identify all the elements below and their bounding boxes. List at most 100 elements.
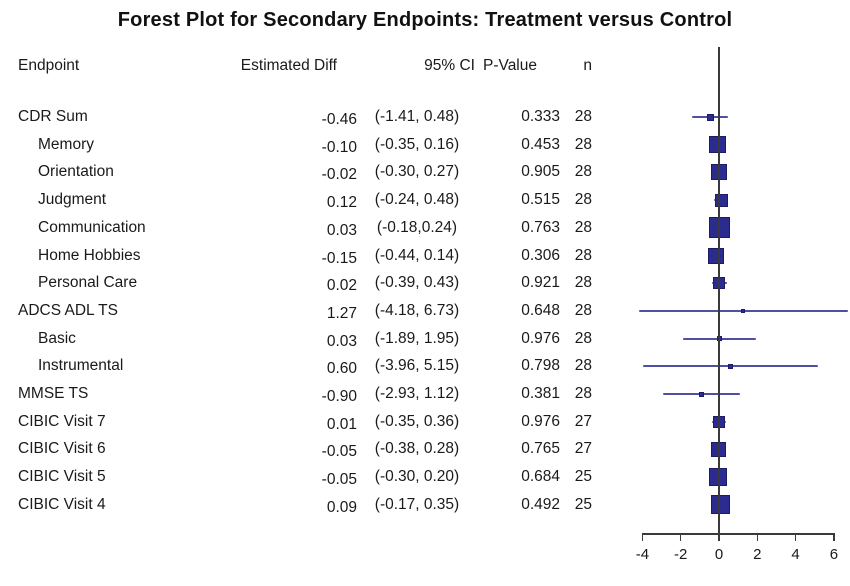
effect-marker — [706, 113, 714, 121]
column-header-pvalue: P-Value — [483, 57, 537, 74]
estimated-diff-value: -0.05 — [321, 471, 357, 489]
n-value: 28 — [574, 385, 592, 402]
chart-title: Forest Plot for Secondary Endpoints: Tre… — [117, 9, 733, 31]
pvalue-value: 0.976 — [521, 329, 560, 347]
effect-marker — [711, 495, 731, 515]
endpoint-label: CIBIC Visit 6 — [18, 440, 106, 458]
effect-marker — [699, 391, 705, 397]
x-axis-tick — [718, 533, 720, 541]
effect-marker — [708, 247, 725, 264]
effect-marker — [710, 441, 726, 457]
ci-value: (-1.41, 0.48) — [374, 108, 460, 125]
n-value: 28 — [574, 108, 592, 125]
pvalue-value: 0.648 — [521, 301, 560, 319]
ci-value: (-0.39, 0.43) — [374, 274, 460, 292]
n-value: 28 — [574, 329, 592, 347]
ci-value: (-0.35, 0.16) — [374, 135, 460, 153]
x-axis-tick-label: 2 — [753, 546, 762, 563]
endpoint-label: Basic — [38, 329, 76, 347]
pvalue-value: 0.798 — [521, 357, 560, 375]
estimated-diff-value: -0.90 — [321, 388, 357, 405]
estimated-diff-value: 0.03 — [326, 221, 357, 239]
ci-value: (-2.93, 1.12) — [374, 385, 460, 402]
x-axis-tick — [794, 533, 797, 541]
endpoint-label: Judgment — [38, 191, 107, 209]
ci-value: (-0.38, 0.28) — [374, 440, 460, 458]
x-axis-tick-label: -4 — [635, 546, 650, 563]
n-value: 28 — [574, 135, 592, 153]
endpoint-label: CDR Sum — [18, 108, 88, 125]
estimated-diff-value: -0.10 — [321, 138, 357, 156]
effect-marker — [708, 136, 726, 154]
n-value: 28 — [574, 301, 592, 319]
pvalue-value: 0.976 — [521, 412, 560, 430]
n-value: 25 — [574, 468, 592, 486]
ci-value: (-0.35, 0.36) — [374, 412, 460, 430]
n-value: 27 — [574, 412, 592, 430]
x-axis-tick-label: 6 — [829, 546, 839, 563]
column-header-n: n — [583, 57, 592, 74]
x-axis-tick — [641, 533, 644, 541]
n-value: 25 — [574, 495, 592, 513]
estimated-diff-value: 0.03 — [326, 332, 357, 350]
endpoint-label: Memory — [38, 135, 94, 153]
n-value: 28 — [574, 163, 592, 181]
x-axis-tick-label: 4 — [791, 546, 800, 563]
pvalue-value: 0.921 — [521, 274, 560, 292]
x-axis-tick — [756, 533, 759, 541]
pvalue-value: 0.515 — [521, 191, 560, 209]
n-value: 28 — [574, 218, 592, 236]
endpoint-label: Communication — [38, 218, 146, 236]
endpoint-label: CIBIC Visit 5 — [18, 468, 106, 486]
effect-marker — [709, 468, 728, 487]
ci-value: (-0.44, 0.14) — [374, 246, 460, 264]
column-header-endpoint: Endpoint — [18, 57, 80, 74]
ci-value: (-0.24, 0.48) — [374, 191, 460, 209]
ci-value: (-4.18, 6.73) — [374, 301, 460, 319]
estimated-diff-value: 0.12 — [326, 194, 357, 212]
column-header-ci: 95% CI — [424, 57, 475, 74]
endpoint-label: Instrumental — [38, 357, 124, 375]
pvalue-value: 0.306 — [521, 246, 560, 264]
endpoint-label: CIBIC Visit 7 — [18, 412, 106, 430]
endpoint-label: Personal Care — [38, 274, 138, 292]
pvalue-value: 0.763 — [521, 218, 560, 236]
ci-value: (-0.30, 0.27) — [374, 163, 460, 181]
estimated-diff-value: -0.05 — [321, 443, 357, 461]
endpoint-label: Orientation — [38, 163, 114, 181]
estimated-diff-value: 0.02 — [326, 277, 357, 295]
pvalue-value: 0.333 — [521, 108, 560, 125]
endpoint-label: CIBIC Visit 4 — [18, 495, 106, 513]
n-value: 27 — [574, 440, 592, 458]
x-axis-tick-label: -2 — [674, 546, 688, 563]
x-axis-tick — [679, 533, 682, 541]
endpoint-label: MMSE TS — [18, 385, 89, 402]
x-axis — [641, 533, 835, 535]
n-value: 28 — [574, 357, 592, 375]
ci-value: (-1.89, 1.95) — [374, 329, 460, 347]
ci-value: (-0.18,0.24) — [376, 218, 458, 236]
pvalue-value: 0.684 — [521, 468, 560, 486]
pvalue-value: 0.492 — [521, 495, 560, 513]
x-axis-tick-label: 0 — [714, 546, 724, 563]
pvalue-value: 0.765 — [521, 440, 560, 458]
pvalue-value: 0.381 — [521, 385, 560, 402]
n-value: 28 — [574, 246, 592, 264]
column-header-estimated-diff: Estimated Diff — [240, 57, 337, 74]
zero-reference-line — [718, 47, 720, 533]
estimated-diff-value: 0.60 — [326, 360, 357, 378]
ci-value: (-3.96, 5.15) — [374, 357, 460, 375]
n-value: 28 — [574, 191, 592, 209]
estimated-diff-value: 0.01 — [326, 415, 357, 433]
pvalue-value: 0.453 — [521, 135, 560, 153]
effect-marker — [714, 193, 728, 207]
effect-marker — [727, 363, 733, 369]
endpoint-label: Home Hobbies — [38, 246, 141, 264]
ci-value: (-0.30, 0.20) — [374, 468, 460, 486]
effect-marker — [741, 308, 746, 313]
estimated-diff-value: -0.15 — [321, 249, 357, 267]
estimated-diff-value: -0.02 — [321, 166, 357, 184]
endpoint-label: ADCS ADL TS — [18, 301, 118, 319]
pvalue-value: 0.905 — [521, 163, 560, 181]
